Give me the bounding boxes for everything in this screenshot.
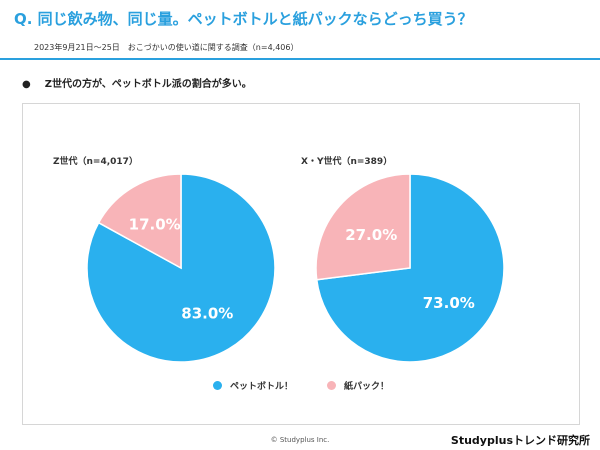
legend-swatch-pet-bottle <box>212 381 222 390</box>
legend-label-paper-pack: 紙パック！ <box>344 382 390 392</box>
brand-logo-text: Studyplusトレンド研究所 <box>450 434 590 447</box>
copyright: © Studyplus Inc. <box>270 436 330 444</box>
summary-line: ● Z世代の方が、ペットボトル派の割合が多い。 <box>22 75 252 90</box>
legend: ペットボトル！ 紙パック！ <box>23 379 579 392</box>
chart-title-gen-z: Z世代（n=4,017） <box>53 157 138 167</box>
data-label-gen-xy-paper-pack: 27.0% <box>345 226 397 244</box>
chart-panel: Z世代（n=4,017） X・Y世代（n=389） 83.0% 17.0% 73.0… <box>22 103 580 425</box>
data-label-gen-z-pet-bottle: 83.0% <box>181 305 233 323</box>
header-divider <box>0 58 600 60</box>
bullet-icon: ● <box>22 79 31 90</box>
pie-slice-gen-xy-paper-pack <box>315 173 411 281</box>
legend-label-pet-bottle: ペットボトル！ <box>229 382 293 392</box>
pie-charts: 83.0% 17.0% 73.0% 27.0% <box>86 173 505 363</box>
legend-swatch-paper-pack <box>327 381 336 390</box>
data-label-gen-xy-pet-bottle: 73.0% <box>423 294 475 312</box>
legend-item-pet-bottle: ペットボトル！ <box>212 379 293 392</box>
chart-title-gen-xy: X・Y世代（n=389） <box>301 157 393 167</box>
legend-item-paper-pack: 紙パック！ <box>327 379 389 392</box>
summary-text: Z世代の方が、ペットボトル派の割合が多い。 <box>44 79 252 90</box>
survey-subtitle: 2023年9月21日〜25日 おこづかいの使い道に関する調査（n=4,406） <box>34 43 299 52</box>
pie-slice-gen-z-paper-pack <box>97 173 182 270</box>
question-title: Q. 同じ飲み物、同じ量。ペットボトルと紙パックならどっち買う？ <box>14 10 473 28</box>
data-label-gen-z-paper-pack: 17.0% <box>129 215 181 233</box>
